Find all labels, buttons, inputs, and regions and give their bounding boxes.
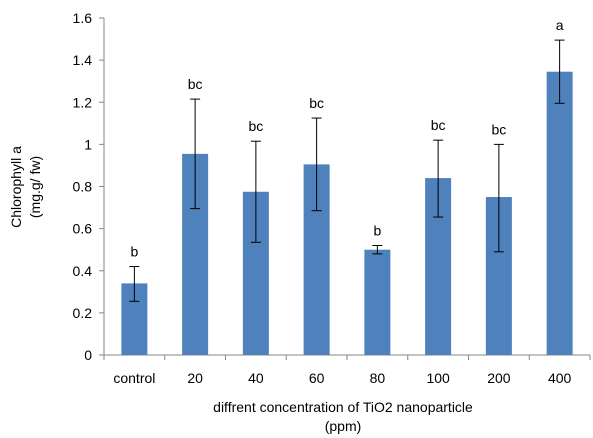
significance-labels-group: b bc bc bc b bc bc a [130,17,563,259]
y-axis: 0 0.2 0.4 0.6 0.8 1 1.2 1.4 1.6 [73,10,105,363]
x-tick-label: 200 [487,370,511,386]
error-bars-group [129,39,565,302]
y-tick-label: 1 [84,136,92,152]
significance-label: a [556,17,564,33]
significance-label: bc [491,121,506,137]
x-tick-label: 20 [187,370,203,386]
y-tick-label: 0.6 [73,221,93,237]
x-axis-title-line1: diffrent concentration of TiO2 nanoparti… [213,399,473,415]
x-tick-label: control [113,370,155,386]
x-tick-label: 80 [370,370,386,386]
y-tick-label: 0 [84,347,92,363]
significance-label: bc [248,118,263,134]
y-tick-label: 1.4 [73,52,93,68]
y-axis-title-line1: Chlorophyll a [8,146,24,228]
x-tick-label: 60 [309,370,325,386]
y-tick-label: 0.2 [73,305,93,321]
bar [546,71,573,355]
y-axis-title-line2: (mg.g/ fw) [27,156,43,218]
y-tick-label: 0.4 [73,263,93,279]
x-tick-label: 100 [426,370,450,386]
x-tick-label: 40 [248,370,264,386]
x-axis: control 20 40 60 80 100 200 400 [103,354,591,386]
y-tick-label: 1.6 [73,10,93,26]
significance-label: bc [309,95,324,111]
x-axis-title-line2: (ppm) [325,418,362,434]
significance-label: bc [431,117,446,133]
bar [364,249,391,355]
bars-group [121,71,573,355]
significance-label: bc [188,76,203,92]
y-tick-label: 1.2 [73,94,93,110]
significance-label: b [130,244,138,260]
significance-label: b [373,222,381,238]
x-tick-label: 400 [548,370,572,386]
y-tick-label: 0.8 [73,179,93,195]
